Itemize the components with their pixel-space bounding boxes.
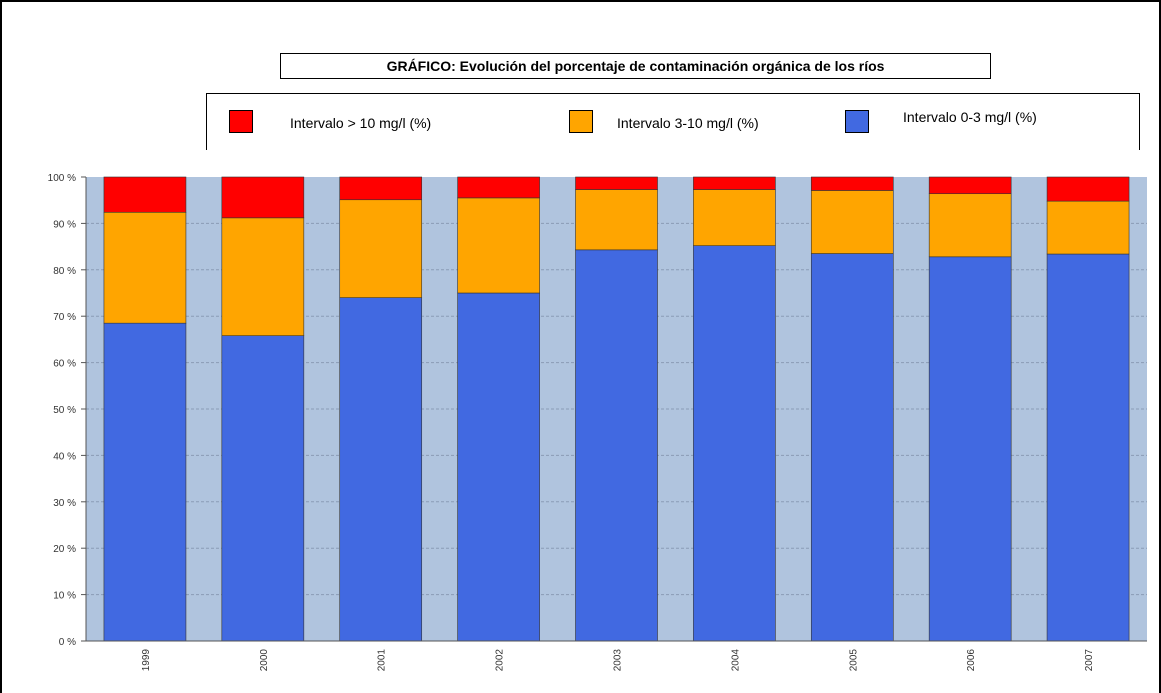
y-tick-label: 30 % [53, 498, 76, 509]
bar-2006-series-2 [928, 176, 1012, 195]
y-tick-label: 60 % [53, 359, 76, 370]
legend-swatch-over-10 [229, 110, 253, 133]
chart-title-box: GRÁFICO: Evolución del porcentaje de con… [280, 53, 991, 79]
bar-2003-series-0 [575, 249, 658, 642]
bar-2006-series-0 [928, 256, 1012, 642]
x-tick-label: 2003 [613, 649, 624, 672]
y-tick-label: 80 % [53, 266, 76, 277]
x-tick-label: 2001 [377, 649, 388, 672]
bar-2005-series-1 [810, 190, 894, 254]
x-tick-label: 2002 [495, 649, 506, 672]
x-tick-label: 2006 [966, 649, 977, 672]
axes [81, 176, 1147, 642]
legend-label-over-10: Intervalo > 10 mg/l (%) [290, 115, 432, 131]
y-tick-label: 40 % [53, 451, 76, 462]
x-tick-label: 2000 [259, 649, 270, 672]
bars [103, 176, 1130, 642]
bar-2000-series-0 [221, 335, 305, 642]
legend-swatch-3-10 [569, 110, 593, 133]
bar-1999-series-0 [103, 322, 187, 642]
y-tick-labels: 0 % 10 % 20 % 30 % 40 % 50 % 60 % 70 % 80 % 90 % 1… [48, 173, 76, 648]
legend-label-0-3: Intervalo 0-3 mg/l (%) [903, 109, 1037, 125]
bar-2007-series-0 [1046, 253, 1130, 642]
y-tick-label: 0 % [59, 637, 76, 648]
legend-label-3-10: Intervalo 3-10 mg/l (%) [617, 115, 759, 131]
bar-2005-series-0 [810, 253, 894, 642]
bar-1999-series-1 [103, 211, 187, 324]
y-tick-label: 10 % [53, 591, 76, 602]
bar-2000-series-2 [221, 176, 305, 219]
bar-2000-series-1 [221, 217, 305, 336]
bar-2001-series-0 [339, 297, 423, 642]
bar-2002-series-0 [457, 292, 540, 642]
bar-2001-series-2 [339, 176, 423, 201]
bar-2001-series-1 [339, 199, 423, 298]
bar-2003-series-2 [575, 176, 658, 190]
x-tick-label: 2007 [1084, 649, 1095, 672]
chart-title: GRÁFICO: Evolución del porcentaje de con… [386, 58, 885, 74]
legend: Intervalo > 10 mg/l (%) Intervalo 3-10 m… [206, 93, 1140, 150]
bar-2003-series-1 [575, 189, 658, 251]
y-tick-label: 50 % [53, 405, 76, 416]
bar-2007-series-1 [1046, 200, 1130, 255]
bar-2004-series-2 [693, 176, 776, 190]
bar-2006-series-1 [928, 193, 1012, 258]
x-tick-label: 2004 [730, 649, 741, 672]
x-tick-label: 1999 [141, 649, 152, 672]
bar-1999-series-2 [103, 176, 187, 213]
y-tick-label: 70 % [53, 312, 76, 323]
bar-2002-series-1 [457, 197, 540, 294]
y-tick-label: 100 % [48, 173, 76, 184]
x-tick-labels: 1999 2000 2001 2002 2003 2004 2005 2006 2007 [141, 649, 1095, 672]
legend-swatch-0-3 [845, 110, 869, 133]
bar-2004-series-1 [693, 189, 776, 246]
bar-2004-series-0 [693, 245, 776, 642]
bar-2007-series-2 [1046, 176, 1130, 202]
y-tick-label: 20 % [53, 544, 76, 555]
y-tick-label: 90 % [53, 219, 76, 230]
bar-2005-series-2 [810, 176, 894, 191]
x-tick-label: 2005 [848, 649, 859, 672]
bar-2002-series-2 [457, 176, 540, 199]
